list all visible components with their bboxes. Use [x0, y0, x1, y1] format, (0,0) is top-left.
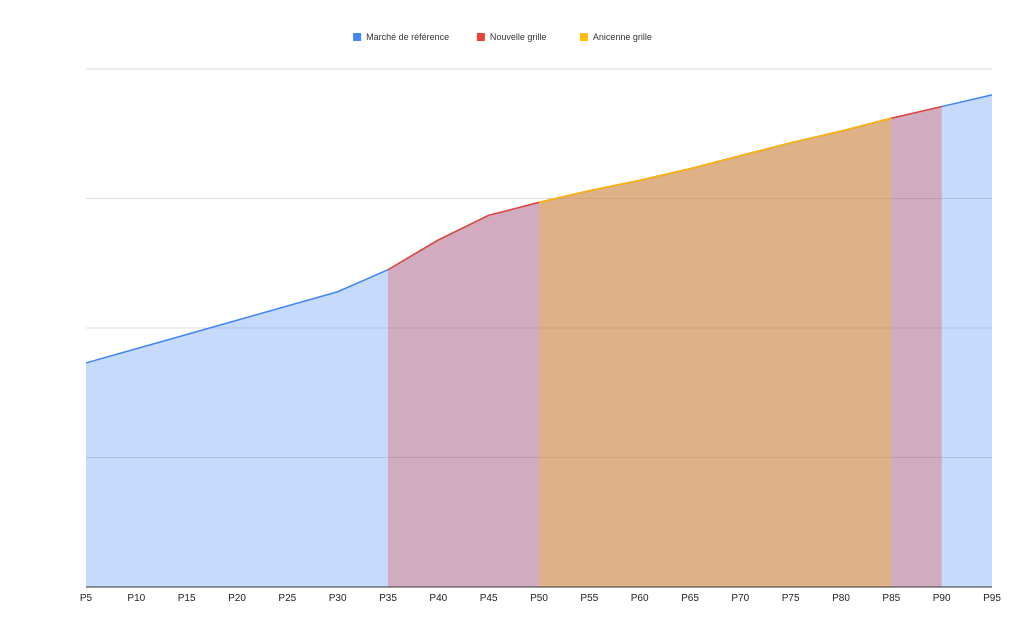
x-tick-label: P70	[731, 593, 749, 604]
x-tick-label: P10	[127, 593, 145, 604]
x-tick-label: P35	[379, 593, 397, 604]
x-tick-label: P55	[580, 593, 598, 604]
legend-swatch	[476, 33, 485, 41]
legend-label: Nouvelle grille	[490, 32, 547, 42]
x-tick-labels: P5 P10 P15 P20 P25 P30 P35 P40 P45 P50 P55 P60 P65 P7…	[80, 593, 1001, 604]
x-tick-label: P60	[631, 593, 649, 604]
line-anicenne-grille	[538, 117, 892, 204]
x-tick-label: P75	[782, 593, 800, 604]
x-tick-label: P25	[278, 593, 296, 604]
area-anicenne-grille	[539, 118, 892, 588]
area-nouvelle-grille	[388, 106, 942, 588]
legend-label: Marché de référence	[366, 32, 449, 42]
x-tick-label: P20	[228, 593, 246, 604]
legend-label: Anicenne grille	[593, 32, 652, 42]
legend: Marché de référence Nouvelle grille Anicen…	[353, 32, 652, 42]
x-tick-label: P65	[681, 593, 699, 604]
legend-swatch	[579, 33, 588, 41]
series-areas	[86, 94, 992, 588]
x-tick-label: P30	[329, 593, 347, 604]
x-tick-label: P40	[429, 593, 447, 604]
legend-swatch	[353, 33, 362, 41]
area-marche-de-reference	[86, 94, 992, 588]
x-tick-label: P80	[832, 593, 850, 604]
x-tick-label: P90	[933, 593, 951, 604]
x-tick-label: P50	[530, 593, 548, 604]
legend-item: Anicenne grille	[579, 32, 652, 42]
gridlines	[86, 68, 992, 458]
x-tick-label: P15	[178, 593, 196, 604]
x-tick-label: P95	[983, 593, 1001, 604]
x-tick-label: P5	[80, 593, 93, 604]
legend-item: Nouvelle grille	[476, 32, 547, 42]
x-tick-label: P45	[480, 593, 498, 604]
legend-item: Marché de référence	[353, 32, 449, 42]
x-tick-label: P85	[882, 593, 900, 604]
series-lines	[85, 94, 993, 364]
